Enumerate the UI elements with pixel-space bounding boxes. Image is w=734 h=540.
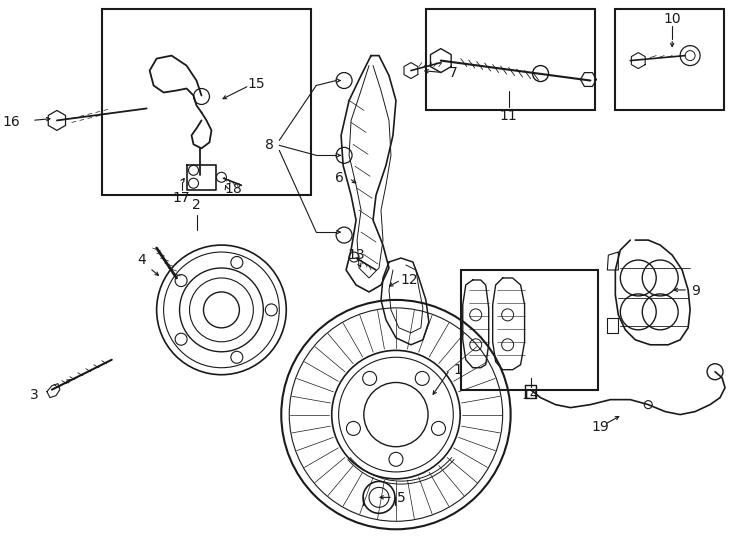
Text: 5: 5 [396,491,405,505]
Text: 15: 15 [247,77,265,91]
Text: 12: 12 [400,273,418,287]
Text: 16: 16 [2,116,20,130]
Text: 9: 9 [691,284,700,298]
Text: 14: 14 [522,388,539,402]
Text: 10: 10 [664,12,681,26]
Bar [615,9,724,111]
Bar [426,9,595,111]
Text: 6: 6 [335,171,344,185]
Text: 11: 11 [500,110,517,124]
Text: 4: 4 [137,253,146,267]
Text: 13: 13 [347,248,365,262]
Text: 8: 8 [265,138,274,152]
Text: 3: 3 [29,388,38,402]
Text: 19: 19 [592,420,609,434]
Bar [461,270,598,390]
Text: 17: 17 [172,191,190,205]
Text: 7: 7 [448,65,457,79]
Text: 18: 18 [225,182,242,196]
Bar [102,9,311,195]
Text: 2: 2 [192,198,201,212]
Text: 1: 1 [454,363,462,377]
